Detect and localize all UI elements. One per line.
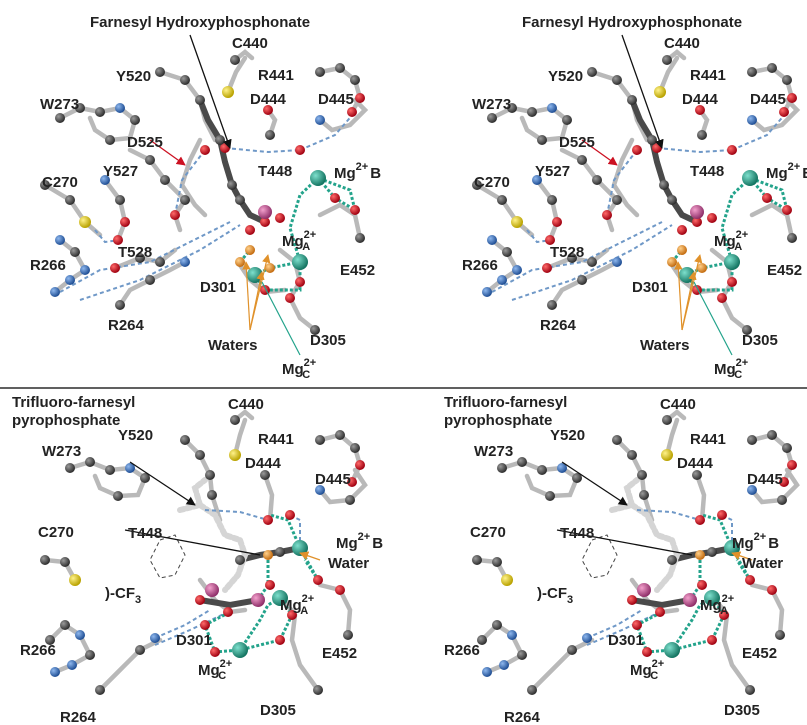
label-d525: D525: [127, 134, 163, 151]
label-mg-a: Mg2+ A: [714, 229, 748, 253]
ligand-title: Farnesyl Hydroxyphosphonate: [522, 14, 742, 31]
label-d305: D305: [724, 702, 760, 719]
label-r266: R266: [444, 642, 480, 659]
label-r264: R264: [504, 709, 541, 725]
label-d301: D301: [200, 279, 236, 296]
label-mg-c: Mg2+ C: [630, 658, 664, 682]
top-right-labels: Farnesyl Hydroxyphosphonate C440 R441 Y5…: [462, 14, 807, 381]
label-d301: D301: [176, 632, 212, 649]
label-mg-c: Mg2+ C: [714, 357, 748, 381]
label-w273: W273: [472, 96, 511, 113]
label-e452: E452: [340, 262, 375, 279]
label-waters: Waters: [640, 337, 689, 354]
label-t448: T448: [690, 163, 724, 180]
label-r441: R441: [258, 67, 294, 84]
label-t528: T528: [118, 244, 152, 261]
label-r264: R264: [60, 709, 97, 725]
label-water: Water: [328, 555, 369, 572]
ligand-title: Farnesyl Hydroxyphosphonate: [90, 14, 310, 31]
label-d301: D301: [608, 632, 644, 649]
label-mg-b: Mg2+B: [334, 161, 381, 182]
top-right-structure: [472, 35, 797, 355]
label-w273: W273: [40, 96, 79, 113]
top-left-labels: Farnesyl Hydroxyphosphonate C440 R441 Y5…: [30, 14, 381, 381]
label-mg-c: Mg2+ C: [282, 357, 316, 381]
label-r266: R266: [30, 257, 66, 274]
label-t448: T448: [128, 525, 162, 542]
bottom-left-labels: Trifluoro-farnesyl pyrophosphate C440 Y5…: [12, 394, 383, 725]
ligand-title-line1: Trifluoro-farnesyl: [12, 394, 135, 411]
label-d445: D445: [750, 91, 786, 108]
label-r264: R264: [540, 317, 577, 334]
label-r266: R266: [20, 642, 56, 659]
label-y527: Y527: [535, 163, 570, 180]
label-c440: C440: [660, 396, 696, 413]
label-r441: R441: [258, 431, 294, 448]
label-d444: D444: [245, 455, 282, 472]
label-d305: D305: [310, 332, 346, 349]
label-r264: R264: [108, 317, 145, 334]
label-y520: Y520: [548, 68, 583, 85]
label-y520: Y520: [550, 427, 585, 444]
label-mg-a: Mg2+ A: [282, 229, 316, 253]
label-mg-a: Mg2+ A: [280, 593, 314, 617]
label-d301: D301: [632, 279, 668, 296]
label-c440: C440: [664, 35, 700, 52]
label-c440: C440: [232, 35, 268, 52]
label-d305: D305: [260, 702, 296, 719]
label-mg-c: Mg2+ C: [198, 658, 232, 682]
label-c440: C440: [228, 396, 264, 413]
label-d444: D444: [250, 91, 287, 108]
label-c270: C270: [474, 174, 510, 191]
label-c270: C270: [38, 524, 74, 541]
label-t448: T448: [560, 525, 594, 542]
label-w273: W273: [474, 443, 513, 460]
label-cf3: )-CF3: [537, 585, 573, 606]
label-cf3: )-CF3: [105, 585, 141, 606]
label-e452: E452: [767, 262, 802, 279]
bottom-right-labels: Trifluoro-farnesyl pyrophosphate C440 Y5…: [444, 394, 783, 725]
label-mg-b: Mg2+B: [336, 531, 383, 552]
label-r441: R441: [690, 431, 726, 448]
label-w273: W273: [42, 443, 81, 460]
label-mg-b: Mg2+B: [766, 161, 807, 182]
label-r441: R441: [690, 67, 726, 84]
label-y520: Y520: [116, 68, 151, 85]
ligand-title-line1: Trifluoro-farnesyl: [444, 394, 567, 411]
label-d445: D445: [315, 471, 351, 488]
label-d444: D444: [677, 455, 714, 472]
label-d305: D305: [742, 332, 778, 349]
label-c270: C270: [470, 524, 506, 541]
label-e452: E452: [742, 645, 777, 662]
label-r266: R266: [462, 257, 498, 274]
label-e452: E452: [322, 645, 357, 662]
ligand-title-line2: pyrophosphate: [12, 412, 120, 429]
ligand-title-line2: pyrophosphate: [444, 412, 552, 429]
label-t448: T448: [258, 163, 292, 180]
label-d525: D525: [559, 134, 595, 151]
label-waters: Waters: [208, 337, 257, 354]
label-d444: D444: [682, 91, 719, 108]
label-c270: C270: [42, 174, 78, 191]
label-water: Water: [742, 555, 783, 572]
top-left-structure: [40, 35, 365, 355]
label-t528: T528: [550, 244, 584, 261]
label-y527: Y527: [103, 163, 138, 180]
label-mg-a: Mg2+ A: [700, 593, 734, 617]
label-mg-b: Mg2+B: [732, 531, 779, 552]
label-y520: Y520: [118, 427, 153, 444]
label-d445: D445: [747, 471, 783, 488]
bottom-left-structure: [40, 412, 365, 695]
label-d445: D445: [318, 91, 354, 108]
